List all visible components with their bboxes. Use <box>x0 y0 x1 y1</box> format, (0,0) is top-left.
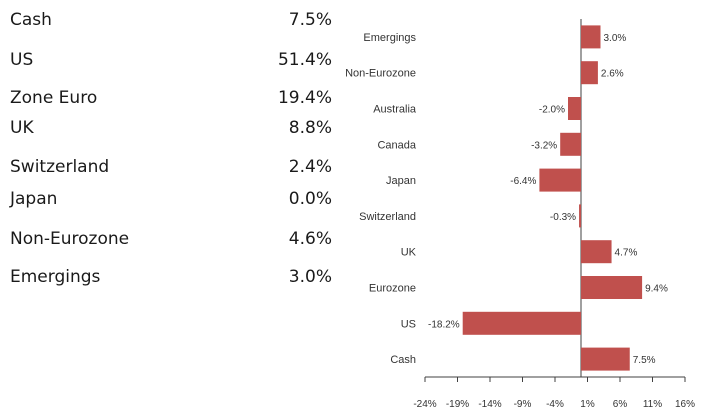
allocation-row: UK 8.8% <box>10 116 340 140</box>
x-tick-label: 11% <box>643 399 662 410</box>
category-label: Eurozone <box>369 283 416 295</box>
x-tick-label: -9% <box>514 399 532 410</box>
allocation-row: Cash 7.5% <box>10 8 340 32</box>
value-label: -2.0% <box>539 105 565 116</box>
bar <box>581 61 598 85</box>
value-label: -18.2% <box>428 319 460 330</box>
category-label: Canada <box>377 139 416 151</box>
x-tick-label: 16% <box>675 399 695 410</box>
bar <box>539 168 581 192</box>
bar <box>581 240 612 264</box>
allocation-value: 2.4% <box>288 157 332 177</box>
category-label: Japan <box>386 175 416 187</box>
value-label: -6.4% <box>510 176 536 187</box>
allocation-value: 7.5% <box>288 10 332 30</box>
bar <box>568 97 581 120</box>
allocation-value: 0.0% <box>288 189 332 209</box>
category-label: UK <box>401 247 417 259</box>
allocation-value: 3.0% <box>288 267 332 287</box>
x-tick-label: -19% <box>446 399 469 410</box>
category-label: Switzerland <box>359 211 416 223</box>
bar <box>581 25 601 49</box>
allocation-name: Non-Eurozone <box>10 229 130 249</box>
category-label: Cash <box>390 354 416 366</box>
allocation-row: US 51.4% <box>10 48 340 72</box>
bar <box>581 347 630 371</box>
value-label: -0.3% <box>550 212 576 223</box>
x-tick-label: -14% <box>478 399 501 410</box>
bar <box>581 276 643 299</box>
allocation-name: US <box>10 50 34 70</box>
allocation-name: Emergings <box>10 267 101 287</box>
value-label: 7.5% <box>633 355 656 366</box>
category-label: Non-Eurozone <box>345 68 416 80</box>
allocation-value: 4.6% <box>288 229 332 249</box>
bar <box>462 311 581 335</box>
x-tick-label: 6% <box>613 399 628 410</box>
allocation-name: Cash <box>10 10 52 30</box>
allocation-row: Japan 0.0% <box>10 187 340 211</box>
allocation-value: 51.4% <box>277 50 332 70</box>
x-tick-label: -24% <box>413 399 436 410</box>
category-label: US <box>401 318 416 330</box>
value-label: 9.4% <box>645 284 668 295</box>
value-label: 2.6% <box>601 69 624 80</box>
x-tick-label: -4% <box>546 399 564 410</box>
allocation-name: Switzerland <box>10 157 110 177</box>
value-label: -3.2% <box>531 140 557 151</box>
x-tick-label: 1% <box>580 399 595 410</box>
category-label: Australia <box>373 104 417 116</box>
value-label: 3.0% <box>604 33 627 44</box>
allocation-name: Japan <box>10 189 58 209</box>
allocation-value: 8.8% <box>288 118 332 138</box>
allocation-row: Non-Eurozone 4.6% <box>10 227 340 251</box>
category-label: Emergings <box>363 32 416 44</box>
allocation-name: UK <box>10 118 34 138</box>
allocation-row: Switzerland 2.4% <box>10 155 340 179</box>
bar <box>560 132 581 156</box>
allocation-name: Zone Euro <box>10 88 98 108</box>
allocation-row: Zone Euro 19.4% <box>10 86 340 110</box>
allocation-row: Emergings 3.0% <box>10 265 340 289</box>
allocation-value: 19.4% <box>277 88 332 108</box>
bar <box>579 204 581 228</box>
value-label: 4.7% <box>615 248 638 259</box>
